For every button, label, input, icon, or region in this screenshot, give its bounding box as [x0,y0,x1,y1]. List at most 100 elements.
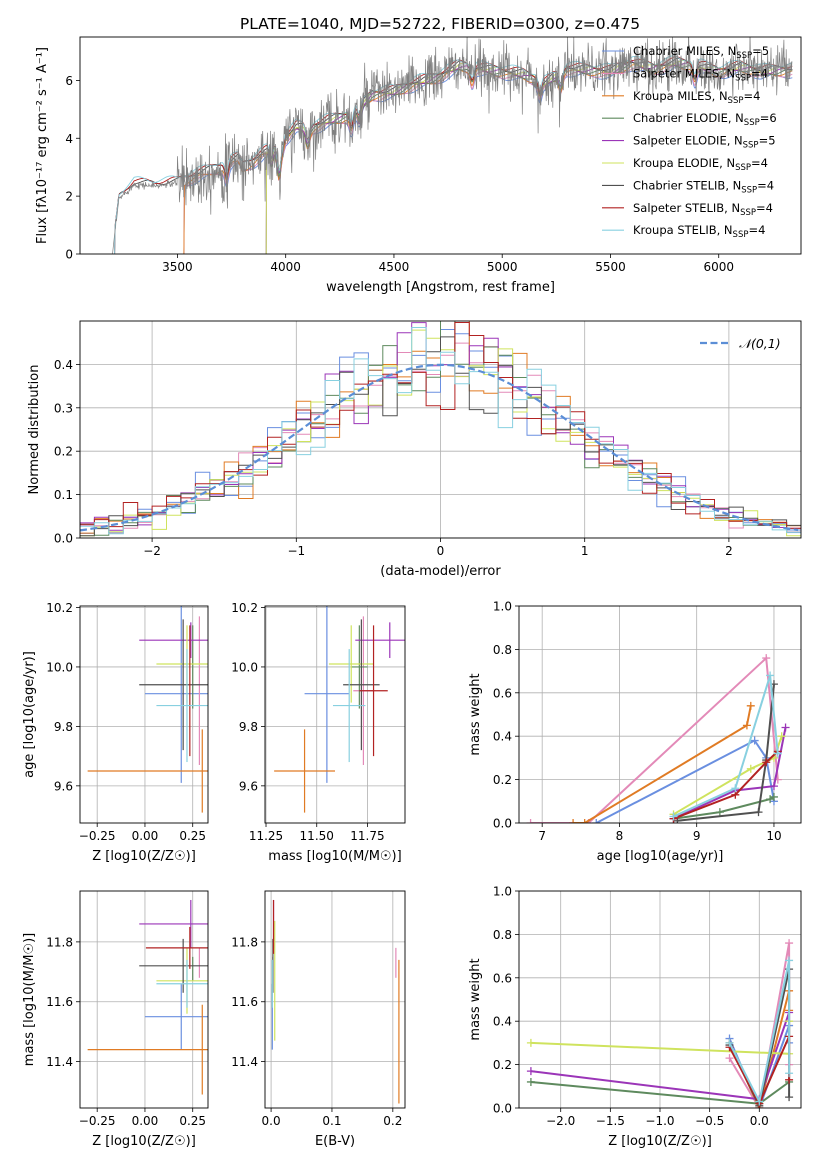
mass_weight_vs_age-y-tick-label: 0.2 [493,773,512,787]
spectrum-y-tick-label: 2 [65,190,73,204]
mass_vs_ebv-x-tick-label: 0.2 [383,1114,402,1128]
residuals-x-tick-label: −2 [143,544,161,558]
age_vs_z-x-tick-label: −0.25 [79,829,116,843]
weight-marker-salpeter_miles [725,1054,734,1063]
mass_weight_vs_age-y-tick-label: 0.4 [493,730,512,744]
errorbar-chabrier_miles [144,983,208,1050]
weight-marker-salpeter_miles [762,654,771,663]
mass_weight_vs_age-x-axis-label: age [log10(age/yr)] [597,849,724,864]
mass_weight_vs_age-y-tick-label: 0.0 [493,817,512,831]
weight-line-kroupa_stelib [673,675,779,818]
mass_weight_vs_z-x-tick-label: 0.0 [750,1114,769,1128]
mass_vs_z-x-tick-label: 0.25 [179,1114,206,1128]
errorbar-salpeter_stelib [145,926,208,969]
residuals-x-axis-label: (data-model)/error [380,564,501,579]
age_vs_z-plot-area [80,606,208,823]
weight-line-chabrier_miles [595,739,775,823]
errorbar-salpeter_elodie [139,899,208,948]
spectrum-y-tick-label: 0 [65,248,73,262]
age_vs_z-x-tick-label: 0.00 [132,829,159,843]
spectrum-x-tick-label: 3500 [162,260,193,274]
mass_weight_vs_z-plot-area [519,891,801,1108]
legend-entry-chabrier_miles: Chabrier MILES, NSSP=5 [633,44,769,61]
age_vs_z-y-tick-label: 10.0 [46,660,73,674]
age_vs_mass-x-tick-label: 11.25 [249,829,283,843]
errorbar-salpeter_elodie [355,622,405,659]
mass_weight_vs_z-y-tick-label: 1.0 [493,885,512,899]
weight-marker-kroupa_stelib [766,671,775,680]
residuals-y-tick-label: 0.1 [54,488,73,502]
mass_vs_ebv-x-tick-label: 0.0 [262,1114,281,1128]
errorbar-kroupa_miles [274,729,335,813]
age_vs_z-x-axis-label: Z [log10(Z/Z☉)] [92,849,196,864]
weight-marker-kroupa_elodie [746,764,755,773]
observed-spectrum [112,37,793,254]
age_vs_mass-x-tick-label: 11.75 [350,829,384,843]
mass_weight_vs_z-x-axis-label: Z [log10(Z/Z☉)] [608,1134,712,1149]
weight-line-kroupa_miles [573,705,752,823]
weight-marker-salpeter_elodie [769,782,778,791]
mass_weight_vs_z-x-tick-label: −0.5 [695,1114,724,1128]
residuals-x-tick-label: 1 [581,544,589,558]
gaussian-curve [80,363,799,532]
errorbar-kroupa_stelib [156,959,208,1008]
mass_vs_ebv-y-tick-label: 11.6 [231,995,258,1009]
mass_vs_z-frame [79,890,209,1109]
errorbar-salpeter_stelib [359,625,388,757]
errorbar-chabrier_stelib [139,619,208,751]
weight-marker-chabrier_miles [592,819,601,823]
weight-marker-salpeter_miles [526,819,535,823]
mass_vs_z-panel: −0.25 0.00 0.25 11.4 11.6 11.8 Z [log10(Z/Z☉)]… [22,890,209,1149]
age_vs_z-x-tick-label: 0.25 [179,829,206,843]
legend-entry-salpeter_elodie: Salpeter ELODIE, NSSP=5 [633,134,776,151]
histogram-chabrier_stelib [80,336,801,537]
mass_weight_vs_age-x-tick-label: 8 [616,829,624,843]
legend-entry-kroupa_stelib: Kroupa STELIB, NSSP=4 [633,223,765,240]
mass_vs_z-y-tick-label: 11.8 [46,935,73,949]
mass_weight_vs_age-x-tick-label: 10 [766,829,781,843]
errorbar-kroupa_miles [87,729,208,813]
spectrum-x-tick-label: 6000 [703,260,734,274]
mass_weight_vs_age-panel: 7 8 9 10 0.0 0.2 0.4 0.6 0.8 1.0 age [log10(age/yr… [468,600,802,864]
age_vs_mass-y-tick-label: 9.6 [239,779,258,793]
age_vs_z-panel: −0.25 0.00 0.25 9.6 9.8 10.0 10.2 Z [log10(Z/Z☉… [22,601,209,864]
weight-marker-salpeter_stelib [762,758,771,767]
weight-line-salpeter_miles [530,655,779,823]
age_vs_mass-x-axis-label: mass [log10(M/M☉)] [268,849,401,864]
residuals-legend: 𝒩(0,1) [700,336,781,351]
mass_vs_ebv-x-tick-label: 0.1 [322,1114,341,1128]
errorbar-chabrier_stelib [139,938,208,993]
spectrum-y-tick-label: 4 [65,132,73,146]
mass_vs_ebv-plot-area [265,891,405,1108]
errorbar-kroupa_elodie [328,625,374,703]
weight-marker-kroupa_stelib [669,812,678,821]
mass_vs_z-x-tick-label: −0.25 [79,1114,116,1128]
histogram-kroupa_stelib [80,327,801,535]
age_vs_mass-y-tick-label: 9.8 [239,720,258,734]
mass_vs_z-plot-area [80,891,208,1108]
weight-marker-chabrier_elodie [715,808,724,817]
age_vs_mass-panel: 11.25 11.50 11.75 9.6 9.8 10.0 10.2 mass [log10… [231,601,406,864]
residuals-y-tick-label: 0.0 [54,532,73,546]
weight-marker-kroupa_miles [580,819,589,823]
mass_vs_z-y-tick-label: 11.6 [46,995,73,1009]
errorbar-kroupa_stelib [156,649,208,763]
residuals-y-axis-label: Normed distribution [27,365,42,495]
mass_weight_vs_z-y-tick-label: 0.0 [493,1102,512,1116]
spectrum-x-tick-label: 5500 [595,260,626,274]
age_vs_z-y-axis-label: age [log10(age/yr)] [22,651,37,778]
weight-marker-salpeter_elodie [526,1067,535,1076]
weight-line-kroupa_stelib [728,960,791,1105]
spectrum-legend: Chabrier MILES, NSSP=5 Salpeter MILES, NS… [602,44,777,240]
spectrum-frame [79,36,802,255]
residuals-x-tick-label: 2 [725,544,733,558]
age_vs_mass-y-tick-label: 10.0 [231,660,258,674]
spectrum-y-tick-label: 6 [65,74,73,88]
weight-marker-kroupa_miles [569,819,578,823]
spectrum-x-tick-label: 5000 [487,260,518,274]
legend-entry-kroupa_miles: Kroupa MILES, NSSP=4 [633,89,760,106]
mass_weight_vs_age-y-axis-label: mass weight [468,673,483,755]
mass_weight_vs_z-frame [518,890,802,1109]
weight-line-chabrier_stelib [677,683,775,822]
weight-marker-kroupa_miles [742,721,751,730]
